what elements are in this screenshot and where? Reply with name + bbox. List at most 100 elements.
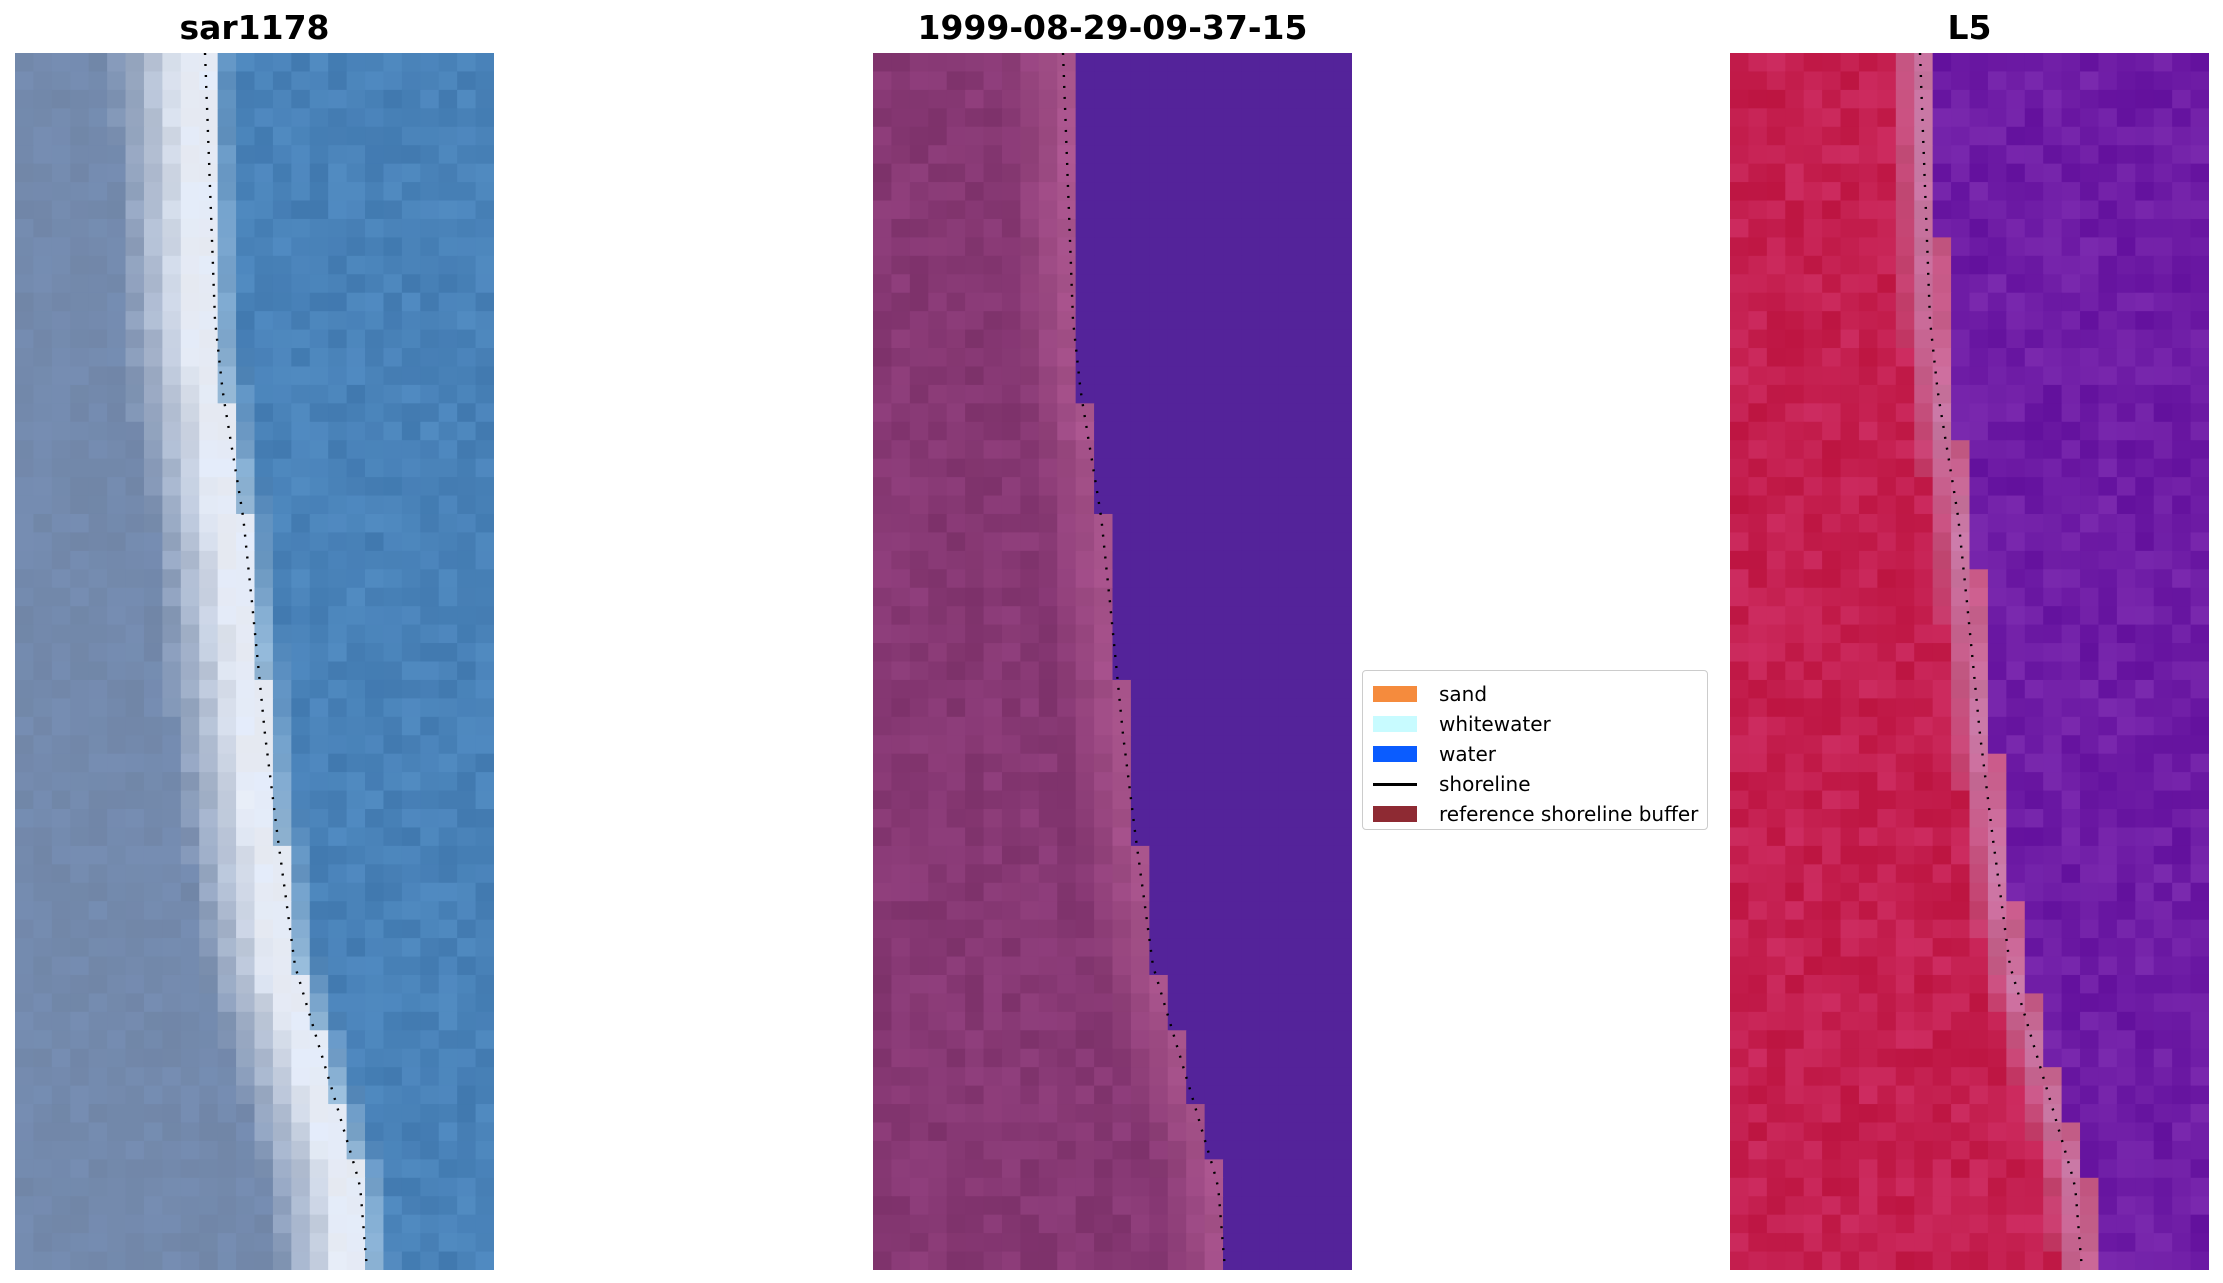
image-pixel: [180, 698, 200, 718]
image-pixel: [254, 901, 274, 921]
image-pixel: [1075, 901, 1095, 921]
image-pixel: [873, 1030, 893, 1050]
image-pixel: [1057, 71, 1077, 91]
image-pixel: [1296, 716, 1316, 736]
image-pixel: [1020, 1177, 1040, 1197]
image-pixel: [2006, 938, 2026, 958]
image-pixel: [1969, 329, 1989, 349]
image-pixel: [891, 1048, 911, 1068]
image-pixel: [457, 1214, 477, 1234]
image-pixel: [1333, 569, 1352, 589]
image-pixel: [2043, 218, 2063, 238]
image-pixel: [2006, 753, 2026, 773]
image-pixel: [1278, 329, 1298, 349]
image-pixel: [1333, 919, 1352, 939]
image-pixel: [217, 661, 237, 681]
image-pixel: [2190, 274, 2209, 294]
image-pixel: [2080, 1085, 2100, 1105]
image-pixel: [15, 716, 35, 736]
image-pixel: [1315, 255, 1335, 275]
image-pixel: [891, 292, 911, 312]
image-pixel: [1951, 901, 1971, 921]
image-pixel: [309, 753, 329, 773]
image-pixel: [1858, 1067, 1878, 1087]
image-pixel: [1803, 661, 1823, 681]
image-pixel: [309, 698, 329, 718]
image-pixel: [2116, 477, 2136, 497]
image-pixel: [1204, 53, 1224, 73]
image-pixel: [365, 532, 385, 552]
image-pixel: [891, 218, 911, 238]
image-pixel: [1932, 274, 1952, 294]
image-pixel: [70, 126, 90, 146]
image-pixel: [1766, 403, 1786, 423]
image-pixel: [1020, 1048, 1040, 1068]
image-pixel: [1204, 624, 1224, 644]
image-pixel: [2061, 1122, 2081, 1142]
image-pixel: [2061, 550, 2081, 570]
image-pixel: [457, 145, 477, 165]
image-pixel: [1951, 993, 1971, 1013]
image-pixel: [309, 532, 329, 552]
image-pixel: [1730, 348, 1750, 368]
image-pixel: [1803, 901, 1823, 921]
image-pixel: [1167, 1085, 1187, 1105]
image-pixel: [1858, 1122, 1878, 1142]
image-pixel: [291, 311, 311, 331]
image-pixel: [1001, 1067, 1021, 1087]
image-pixel: [2135, 182, 2155, 202]
image-pixel: [236, 661, 256, 681]
image-pixel: [1094, 274, 1114, 294]
image-pixel: [1094, 679, 1114, 699]
image-pixel: [1296, 71, 1316, 91]
image-pixel: [1094, 200, 1114, 220]
image-pixel: [272, 218, 292, 238]
image-pixel: [33, 532, 53, 552]
image-pixel: [1730, 1067, 1750, 1087]
image-pixel: [1186, 145, 1206, 165]
image-pixel: [1932, 163, 1952, 183]
image-pixel: [217, 53, 237, 73]
image-pixel: [2116, 772, 2136, 792]
image-pixel: [365, 1159, 385, 1179]
image-pixel: [983, 1177, 1003, 1197]
image-pixel: [217, 753, 237, 773]
image-pixel: [1840, 384, 1860, 404]
image-pixel: [51, 735, 71, 755]
image-pixel: [70, 218, 90, 238]
image-pixel: [1149, 1104, 1169, 1124]
image-pixel: [346, 255, 366, 275]
image-pixel: [2080, 329, 2100, 349]
image-pixel: [51, 550, 71, 570]
image-pixel: [2135, 716, 2155, 736]
image-pixel: [475, 1122, 494, 1142]
image-pixel: [1259, 163, 1279, 183]
image-pixel: [199, 218, 219, 238]
image-pixel: [272, 1011, 292, 1031]
image-pixel: [2024, 698, 2044, 718]
image-pixel: [1001, 513, 1021, 534]
image-pixel: [475, 126, 494, 146]
image-pixel: [2006, 384, 2026, 404]
image-pixel: [15, 255, 35, 275]
image-pixel: [1785, 716, 1805, 736]
image-pixel: [33, 974, 53, 995]
image-pixel: [2043, 974, 2063, 995]
image-pixel: [236, 182, 256, 202]
image-pixel: [1241, 329, 1261, 349]
image-pixel: [383, 1067, 403, 1087]
image-pixel: [946, 1159, 966, 1179]
image-pixel: [909, 292, 929, 312]
image-pixel: [1149, 403, 1169, 423]
image-pixel: [125, 292, 145, 312]
image-pixel: [1130, 550, 1150, 570]
image-pixel: [1785, 550, 1805, 570]
image-pixel: [1333, 1104, 1352, 1124]
image-pixel: [2135, 587, 2155, 607]
image-pixel: [2098, 1067, 2118, 1087]
image-pixel: [2116, 569, 2136, 589]
image-pixel: [236, 809, 256, 829]
image-pixel: [928, 864, 948, 884]
image-pixel: [365, 163, 385, 183]
image-pixel: [909, 827, 929, 847]
